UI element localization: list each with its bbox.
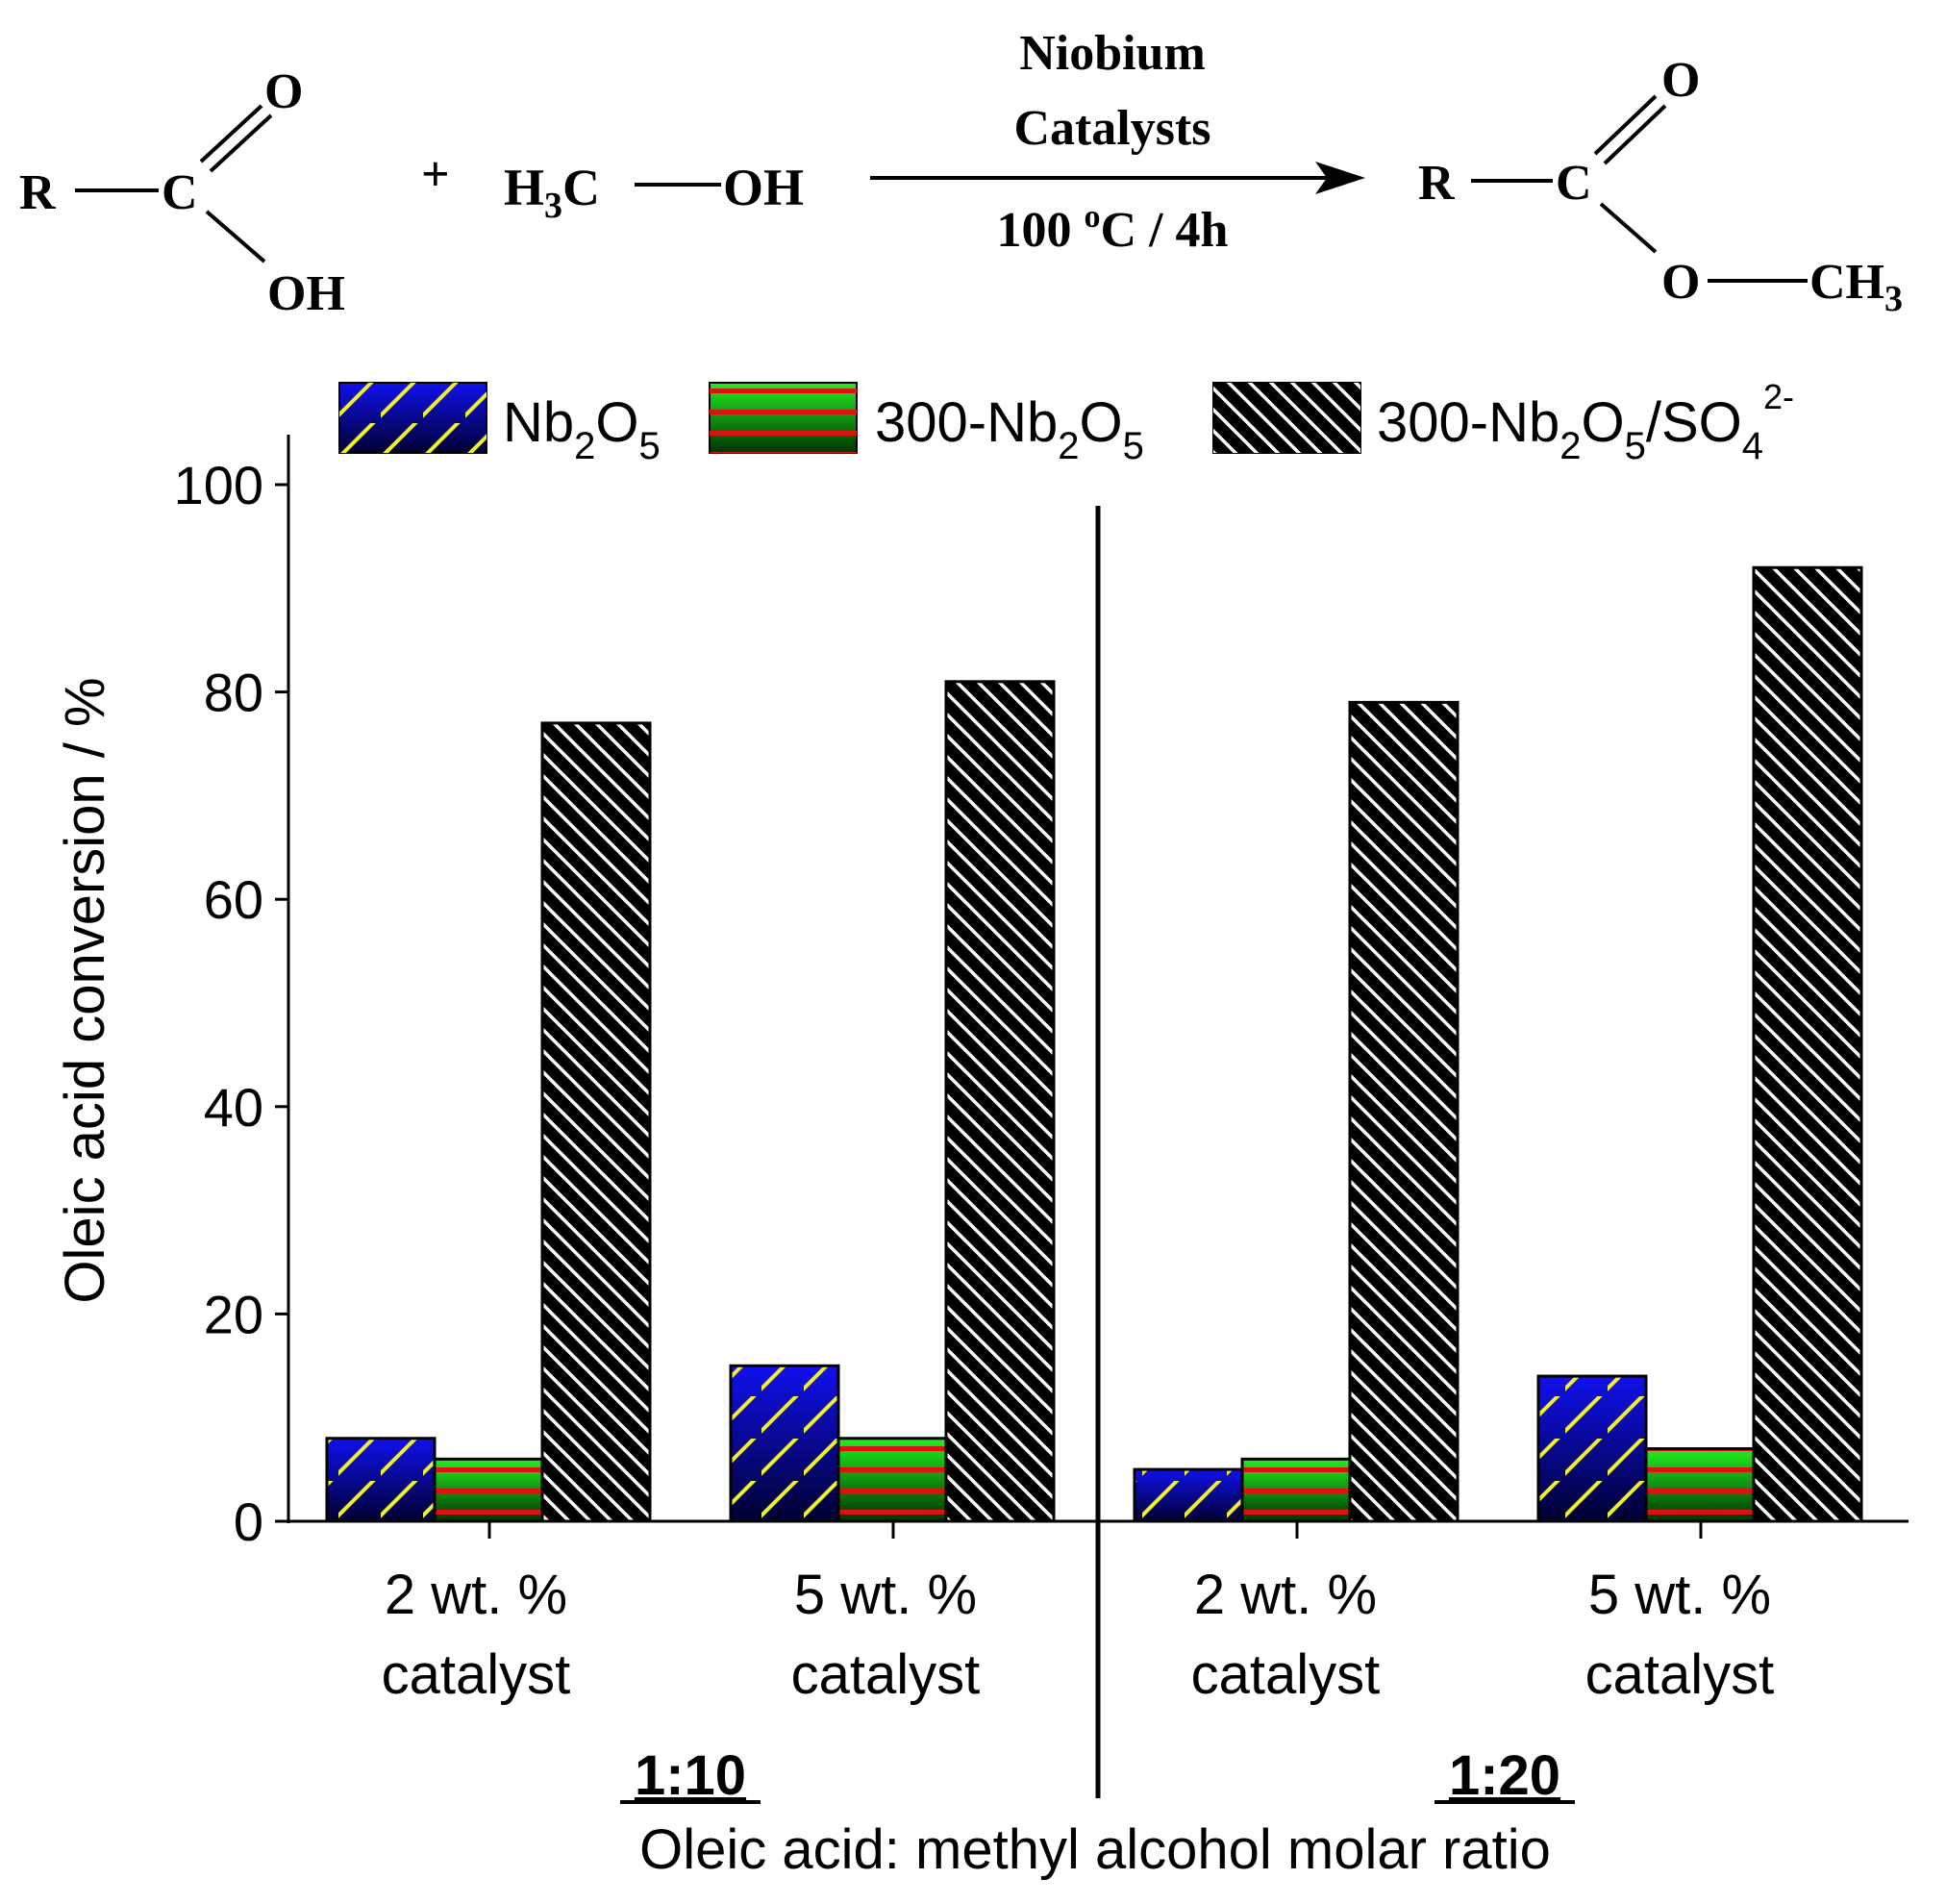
bond-c-o-double-a [199,104,263,163]
legend-0-base: Nb [503,391,574,454]
bar-300-nb2o5-so4-pattern [1351,703,1457,1520]
legend-1-sub1: 2 [1058,425,1079,467]
bar-nb2o5-pattern [732,1366,837,1520]
x-category-line2: catalyst [1585,1643,1775,1706]
y-tick-label: 40 [204,1077,263,1138]
legend-swatch-300-nb2o5-stripes [710,383,857,453]
group-label-1-10: 1:10 [635,1744,746,1807]
x-category-line1: 5 wt. % [1588,1564,1771,1626]
legend-0-sub2: 5 [639,425,661,467]
legend-2-sub2: 5 [1625,425,1646,467]
legend-label-300-nb2o5-so4: 300-Nb2O5/SO42- [1377,377,1794,467]
bond-product-c-o-single [1599,202,1658,254]
methanol-hydroxyl-label: OH [723,159,804,216]
product-methyl: CH3 [1809,255,1903,319]
legend-2-mid: O [1581,391,1624,454]
x-category-line2: catalyst [1191,1643,1381,1706]
y-tick-label: 100 [174,455,263,515]
bar-300-nb2o5-pattern [839,1440,945,1520]
legend-2-sup: 2- [1763,377,1794,416]
methanol-formula: H3C [504,159,600,226]
y-tick-label: 80 [204,663,263,723]
product-r-label: R [1418,156,1456,211]
x-category-line1: 2 wt. % [385,1564,567,1626]
conditions-degree-symbol: o [1085,199,1101,235]
legend-2-base: 300-Nb [1377,391,1559,454]
x-category-labels: 2 wt. % catalyst 5 wt. % catalyst 2 wt. % cat… [382,1521,1775,1706]
group-label-1-20: 1:20 [1449,1744,1560,1807]
reaction-scheme: R C O OH + H3C OH Niobium Catalysts 100 … [19,26,1903,321]
x-axis-label: Oleic acid: methyl alcohol molar ratio [639,1818,1551,1881]
product-oxygen-single-label: O [1661,255,1700,310]
y-tick-label: 0 [234,1491,263,1552]
bar-nb2o5-pattern [1539,1377,1645,1520]
reactant-hydroxyl-label: OH [267,266,345,321]
bond-product-c-o-double-a [1593,94,1658,156]
bar-300-nb2o5-so4-pattern [543,724,649,1520]
catalyst-label-line2: Catalysts [1013,101,1210,156]
bar-nb2o5-pattern [1135,1470,1241,1520]
legend-2-sub3: 4 [1742,425,1763,467]
product-ch: CH [1809,255,1884,310]
bar-300-nb2o5-pattern [436,1460,541,1520]
methanol-c: C [562,159,600,216]
bond-product-c-o-double-b [1603,104,1667,165]
conditions-temperature: 100 [997,203,1085,258]
reactant-r-label: R [19,165,57,220]
methanol-h-subscript: 3 [544,186,562,226]
y-tick-label: 20 [204,1284,263,1344]
reactant-oxygen-label: O [264,64,303,119]
bond-c-o-double-b [209,113,273,173]
legend-1-mid: O [1079,391,1122,454]
product-ch-subscript: 3 [1884,279,1903,319]
conditions-time: C / 4h [1101,203,1229,258]
reaction-conditions: 100 oC / 4h [997,199,1229,258]
legend-2-sub1: 2 [1559,425,1581,467]
x-category-line1: 5 wt. % [794,1564,977,1626]
legend-0-mid: O [595,391,638,454]
bar-300-nb2o5-so4-pattern [947,683,1053,1520]
reactant-carbon-label: C [162,165,198,220]
reaction-arrow-head [1315,162,1365,194]
y-ticks: 0 20 40 60 80 100 [174,455,288,1552]
bar-300-nb2o5-so4-pattern [1755,568,1860,1520]
legend-2-tail: /SO [1646,391,1742,454]
legend-1-base: 300-Nb [875,391,1058,454]
y-tick-label: 60 [204,869,263,930]
product-carbon-label: C [1556,156,1592,211]
legend-0-sub1: 2 [574,425,595,467]
bar-nb2o5-pattern [328,1440,434,1520]
x-category-line2: catalyst [791,1643,981,1706]
legend-label-300-nb2o5: 300-Nb2O5 [875,391,1144,467]
legend-swatch-nb2o5-hatch [339,383,486,453]
bar-chart: 0 20 40 60 80 100 2 wt. % catalyst 5 wt. % catal… [54,435,1909,1881]
bond-c-oh [205,210,266,263]
legend-1-sub2: 5 [1123,425,1144,467]
product-oxygen-double-label: O [1661,53,1700,108]
plus-sign: + [421,147,450,202]
legend: Nb2O5 300-Nb2O5 300-Nb2O5/SO42- [338,377,1794,467]
legend-label-nb2o5: Nb2O5 [503,391,661,467]
bars [325,565,1863,1523]
x-category-line2: catalyst [382,1643,571,1706]
y-axis-label: Oleic acid conversion / % [54,677,116,1303]
methanol-h: H [504,159,544,216]
catalyst-label-line1: Niobium [1019,26,1206,81]
bar-300-nb2o5-pattern [1243,1460,1349,1520]
legend-swatch-300-nb2o5-so4-hatch [1213,383,1360,453]
bar-300-nb2o5-pattern [1647,1450,1753,1520]
x-category-line1: 2 wt. % [1194,1564,1377,1626]
